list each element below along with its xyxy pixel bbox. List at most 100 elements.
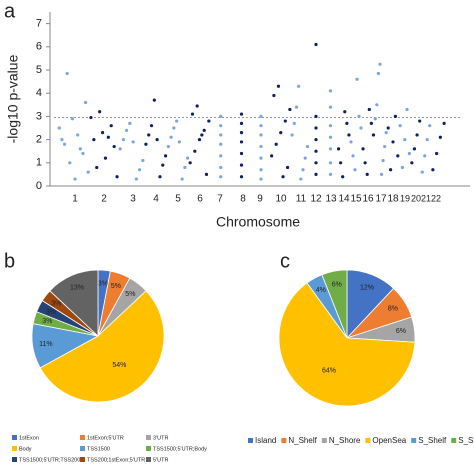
data-point — [403, 138, 407, 142]
data-point — [389, 168, 393, 172]
data-point — [347, 133, 351, 137]
y-tick-label: 0 — [36, 180, 42, 192]
data-point — [415, 133, 419, 137]
data-point — [202, 128, 206, 132]
data-point — [172, 126, 176, 130]
slice-label: 11% — [39, 341, 53, 348]
x-tick-label: 12 — [310, 194, 322, 205]
data-point — [112, 144, 116, 149]
legend-swatch — [12, 446, 17, 451]
data-point — [86, 170, 90, 174]
data-point — [92, 138, 96, 142]
data-point — [219, 124, 223, 128]
x-tick-label: 5 — [175, 194, 181, 205]
data-point — [341, 175, 345, 179]
slice-label: 6% — [332, 281, 342, 288]
data-point — [81, 151, 85, 156]
x-tick-label: 3 — [130, 194, 136, 205]
pie-slice — [49, 269, 99, 337]
legend-swatch — [411, 438, 417, 443]
data-point — [391, 140, 395, 144]
data-point — [106, 135, 110, 139]
data-point — [383, 144, 387, 149]
data-point — [65, 71, 69, 76]
slice-label: 13% — [70, 284, 84, 291]
x-tick-label: 22 — [431, 193, 441, 203]
y-tick-label: 7 — [36, 18, 42, 30]
x-tick-label: 2 — [101, 194, 107, 205]
x-tick-label: 18 — [387, 194, 399, 205]
data-point — [314, 149, 318, 153]
data-point — [207, 119, 211, 123]
legend-label: TSS1500;5'UTR;Body — [153, 446, 207, 452]
data-point — [239, 151, 244, 156]
data-point — [351, 154, 355, 158]
data-point — [378, 62, 382, 66]
legend-label: TSS1500 — [87, 446, 110, 452]
data-point — [161, 163, 165, 167]
y-axis-title: -log10 p-value — [5, 54, 21, 143]
data-point — [345, 121, 349, 125]
legend-swatch — [12, 435, 17, 440]
data-point — [195, 104, 199, 108]
slice-label: 3% — [98, 280, 108, 287]
data-point — [425, 138, 429, 142]
data-point — [239, 140, 244, 144]
slice-label: 6% — [396, 328, 406, 335]
data-point — [328, 172, 333, 176]
data-point — [305, 144, 310, 149]
data-point — [376, 71, 381, 76]
data-point — [219, 142, 223, 146]
y-tick-label: 5 — [36, 64, 42, 76]
data-point — [186, 156, 190, 160]
legend-swatch — [12, 457, 17, 462]
data-point — [288, 107, 292, 112]
x-tick-label: 8 — [240, 194, 246, 205]
data-point — [339, 161, 343, 165]
data-point — [183, 165, 187, 170]
data-point — [95, 165, 99, 170]
data-point — [375, 103, 379, 107]
x-tick-label: 7 — [217, 194, 223, 205]
legend-swatch — [146, 446, 151, 451]
data-point — [435, 151, 439, 156]
data-point — [369, 121, 373, 125]
data-point — [259, 177, 263, 181]
legend-swatch — [281, 438, 287, 443]
data-point — [418, 119, 422, 123]
data-point — [259, 144, 263, 149]
data-point — [180, 177, 184, 181]
y-tick-label: 6 — [36, 41, 42, 53]
legend-label: TSS200;1stExon;5'UTR — [87, 457, 145, 463]
legend-label: N_Shore — [329, 436, 361, 445]
x-tick-label: 14 — [338, 194, 350, 205]
data-point — [125, 128, 129, 132]
data-point — [128, 121, 132, 125]
data-point — [290, 133, 294, 137]
data-point — [100, 131, 105, 135]
data-point — [423, 154, 427, 158]
data-point — [152, 98, 156, 102]
legend-swatch — [365, 438, 371, 443]
data-point — [239, 131, 244, 135]
data-point — [259, 168, 263, 172]
data-point — [381, 158, 385, 163]
legend-swatch — [80, 446, 85, 451]
data-point — [62, 142, 67, 146]
data-point — [420, 170, 424, 174]
legend-label: 3'UTR — [153, 435, 168, 441]
x-tick-label: 11 — [296, 194, 307, 205]
data-point — [272, 93, 276, 98]
pie-slice — [278, 282, 416, 407]
legend-label: 1stExon;5'UTR — [87, 435, 124, 441]
data-point — [412, 147, 417, 151]
data-point — [118, 147, 122, 151]
legend-label: Island — [255, 436, 276, 445]
data-point — [314, 138, 318, 142]
data-point — [78, 147, 82, 151]
data-point — [297, 84, 301, 88]
data-point — [219, 133, 223, 137]
data-point — [398, 124, 402, 128]
slice-label: 3% — [42, 318, 52, 325]
